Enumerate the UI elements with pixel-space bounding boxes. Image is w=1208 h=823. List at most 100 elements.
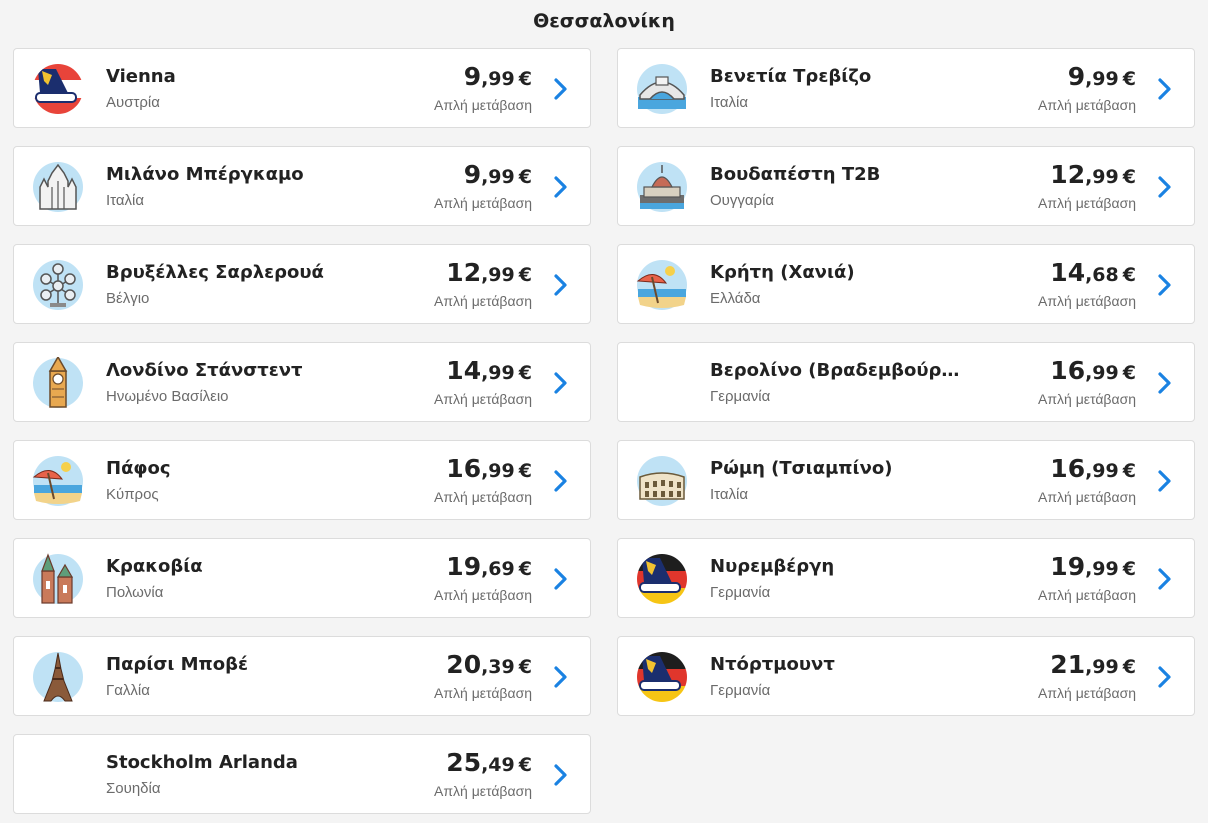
destination-city: Πάφος: [106, 458, 171, 479]
chevron-right-icon[interactable]: [1156, 665, 1174, 689]
fare-type-label: Απλή μετάβαση: [1038, 685, 1136, 701]
chevron-right-icon[interactable]: [1156, 273, 1174, 297]
chevron-right-icon[interactable]: [552, 567, 570, 591]
destination-country: Ιταλία: [710, 486, 749, 503]
fare-price: 16,99 €: [446, 454, 532, 483]
price-decimals: ,99: [1085, 558, 1119, 580]
destination-card[interactable]: Λονδίνο Στάνστεντ Ηνωμένο Βασίλειο 14,99 € Α…: [13, 342, 591, 422]
destination-card[interactable]: Vienna Αυστρία 9,99 € Απλή μετάβαση: [13, 48, 591, 128]
price-integer: 9: [463, 160, 482, 189]
destination-card[interactable]: Ντόρτμουντ Γερμανία 21,99 € Απλή μετάβαση: [617, 636, 1195, 716]
chevron-right-icon[interactable]: [1156, 469, 1174, 493]
destination-city: Vienna: [106, 66, 176, 87]
price-decimals: ,39: [481, 656, 515, 678]
beach-umbrella-icon: [32, 455, 84, 507]
price-currency: €: [1122, 656, 1136, 678]
chevron-right-icon[interactable]: [1156, 175, 1174, 199]
price-currency: €: [518, 362, 532, 384]
price-decimals: ,99: [1085, 166, 1119, 188]
destination-country: Πολωνία: [106, 584, 164, 601]
price-integer: 14: [1050, 258, 1086, 287]
price-decimals: ,99: [1085, 68, 1119, 90]
price-currency: €: [1122, 68, 1136, 90]
destination-card[interactable]: Κρήτη (Χανιά) Ελλάδα 14,68 € Απλή μετάβαση: [617, 244, 1195, 324]
price-decimals: ,99: [481, 362, 515, 384]
price-currency: €: [518, 754, 532, 776]
destination-card[interactable]: Βρυξέλλες Σαρλερουά Βέλγιο 12,99 € Απλή μετά…: [13, 244, 591, 324]
price-decimals: ,49: [481, 754, 515, 776]
venice-bridge-icon: [636, 63, 688, 115]
price-decimals: ,68: [1085, 264, 1119, 286]
destination-country: Γαλλία: [106, 682, 150, 699]
destination-card[interactable]: Ρώμη (Τσιαμπίνο) Ιταλία 16,99 € Απλή μετάβασ…: [617, 440, 1195, 520]
chevron-right-icon[interactable]: [552, 665, 570, 689]
price-currency: €: [1122, 264, 1136, 286]
price-integer: 16: [446, 454, 482, 483]
price-integer: 19: [446, 552, 482, 581]
destination-country: Γερμανία: [710, 682, 771, 699]
fare-type-label: Απλή μετάβαση: [434, 685, 532, 701]
destination-card[interactable]: Παρίσι Μποβέ Γαλλία 20,39 € Απλή μετάβαση: [13, 636, 591, 716]
chevron-right-icon[interactable]: [552, 77, 570, 101]
price-currency: €: [518, 656, 532, 678]
chevron-right-icon[interactable]: [552, 371, 570, 395]
chevron-right-icon[interactable]: [1156, 371, 1174, 395]
price-integer: 16: [1050, 454, 1086, 483]
ryanair-plane-tail-germany-icon: [636, 553, 688, 605]
price-integer: 25: [446, 748, 482, 777]
price-integer: 12: [446, 258, 482, 287]
destination-city: Μιλάνο Μπέργκαμο: [106, 164, 304, 185]
milan-cathedral-icon: [32, 161, 84, 213]
krakow-church-icon: [32, 553, 84, 605]
destination-city: Βενετία Τρεβίζο: [710, 66, 872, 87]
destination-city: Παρίσι Μποβέ: [106, 654, 249, 675]
fare-price: 25,49 €: [446, 748, 532, 777]
destination-card[interactable]: Βερολίνο (Βραδεμβούργο) Γερμανία 16,99 € Απλ…: [617, 342, 1195, 422]
destination-card[interactable]: Πάφος Κύπρος 16,99 € Απλή μετάβαση: [13, 440, 591, 520]
chevron-right-icon[interactable]: [1156, 77, 1174, 101]
destination-card[interactable]: Νυρεμβέργη Γερμανία 19,99 € Απλή μετάβαση: [617, 538, 1195, 618]
destination-country: Κύπρος: [106, 486, 159, 503]
fare-type-label: Απλή μετάβαση: [434, 489, 532, 505]
fare-price: 16,99 €: [1050, 356, 1136, 385]
price-integer: 21: [1050, 650, 1086, 679]
price-decimals: ,99: [1085, 656, 1119, 678]
destination-card[interactable]: Βενετία Τρεβίζο Ιταλία 9,99 € Απλή μετάβαση: [617, 48, 1195, 128]
chevron-right-icon[interactable]: [552, 763, 570, 787]
destination-card[interactable]: Κρακοβία Πολωνία 19,69 € Απλή μετάβαση: [13, 538, 591, 618]
fare-type-label: Απλή μετάβαση: [434, 587, 532, 603]
price-decimals: ,69: [481, 558, 515, 580]
destination-card[interactable]: Μιλάνο Μπέργκαμο Ιταλία 9,99 € Απλή μετάβαση: [13, 146, 591, 226]
price-integer: 16: [1050, 356, 1086, 385]
price-decimals: ,99: [481, 264, 515, 286]
chevron-right-icon[interactable]: [552, 175, 570, 199]
fare-type-label: Απλή μετάβαση: [1038, 391, 1136, 407]
destination-card[interactable]: Stockholm Arlanda Σουηδία 25,49 € Απλή μετάβ…: [13, 734, 591, 814]
fare-type-label: Απλή μετάβαση: [434, 195, 532, 211]
destination-city: Λονδίνο Στάνστεντ: [106, 360, 303, 381]
destination-country: Γερμανία: [710, 388, 771, 405]
chevron-right-icon[interactable]: [1156, 567, 1174, 591]
budapest-parliament-icon: [636, 161, 688, 213]
price-integer: 9: [463, 62, 482, 91]
destination-country: Ουγγαρία: [710, 192, 775, 209]
destination-country: Αυστρία: [106, 94, 160, 111]
destination-country: Ιταλία: [710, 94, 749, 111]
destination-city: Βουδαπέστη T2B: [710, 164, 881, 185]
fare-type-label: Απλή μετάβαση: [1038, 587, 1136, 603]
price-integer: 20: [446, 650, 482, 679]
fare-price: 14,99 €: [446, 356, 532, 385]
price-currency: €: [518, 558, 532, 580]
destination-city: Νυρεμβέργη: [710, 556, 835, 577]
destination-card[interactable]: Βουδαπέστη T2B Ουγγαρία 12,99 € Απλή μετάβασ…: [617, 146, 1195, 226]
chevron-right-icon[interactable]: [552, 469, 570, 493]
chevron-right-icon[interactable]: [552, 273, 570, 297]
destination-city: Βρυξέλλες Σαρλερουά: [106, 262, 324, 283]
atomium-icon: [32, 259, 84, 311]
destination-city: Βερολίνο (Βραδεμβούργο): [710, 360, 960, 381]
fare-price: 9,99 €: [464, 62, 532, 91]
destination-country: Ελλάδα: [710, 290, 761, 307]
price-currency: €: [1122, 460, 1136, 482]
fare-price: 9,99 €: [464, 160, 532, 189]
fare-price: 16,99 €: [1050, 454, 1136, 483]
